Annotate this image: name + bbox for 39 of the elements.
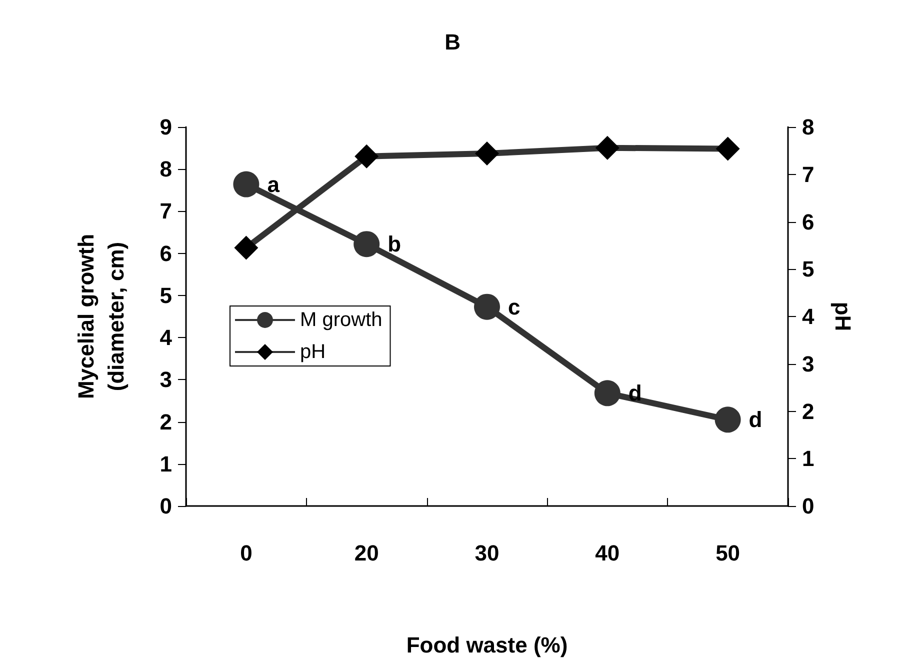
point — [594, 380, 620, 406]
y-tick-label: 3 — [160, 367, 172, 392]
x-tick-label: 20 — [354, 540, 379, 566]
x-tick-label: 0 — [240, 540, 252, 566]
y2-tick-label: 3 — [802, 351, 814, 376]
y2-tick-label: 2 — [802, 398, 814, 424]
legend-label: pH — [300, 341, 326, 363]
y-tick-label: 5 — [160, 282, 172, 308]
data-label: d — [748, 407, 762, 432]
point — [233, 171, 260, 198]
y-tick-label: 4 — [160, 325, 173, 350]
y2-tick-label: 5 — [802, 256, 814, 282]
x-tick-label: 30 — [474, 540, 500, 566]
point — [714, 406, 741, 433]
y-tick-label: 0 — [160, 494, 172, 518]
y2-tick-label: 7 — [802, 162, 814, 187]
x-tick-label: 50 — [716, 540, 740, 566]
legend-label: M growth — [300, 309, 382, 331]
y-tick-label: 1 — [160, 451, 172, 476]
x-axis-title: Food waste (%) — [406, 632, 568, 658]
point — [354, 231, 380, 258]
data-label: b — [388, 232, 402, 257]
data-label: a — [267, 172, 280, 197]
point — [474, 294, 500, 320]
y2-tick-label: 8 — [802, 114, 814, 140]
x-tick-label: 40 — [595, 540, 620, 566]
y2-axis-title: pH — [830, 302, 856, 332]
chart-title: B — [444, 30, 460, 54]
y2-tick-label: 0 — [802, 494, 814, 518]
y-tick-label: 2 — [160, 409, 172, 434]
y-tick-label: 6 — [160, 240, 172, 266]
y2-tick-label: 6 — [802, 209, 814, 234]
y-axis-title: Mycelial growth (diameter, cm) — [74, 234, 128, 400]
y-tick-label: 7 — [160, 198, 172, 224]
data-label: c — [508, 294, 520, 320]
y-tick-label: 8 — [160, 156, 172, 182]
y-tick-label: 9 — [160, 114, 172, 140]
y2-tick-label: 1 — [802, 446, 814, 472]
y2-tick-label: 4 — [802, 304, 815, 329]
